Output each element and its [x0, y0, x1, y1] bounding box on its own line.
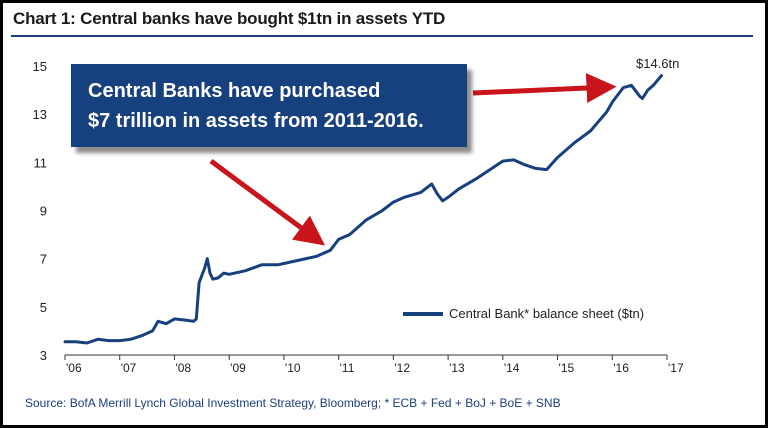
x-tick-label: '09	[230, 361, 246, 375]
chart-title: Chart 1: Central banks have bought $1tn …	[13, 9, 446, 28]
x-tick-label: '08	[175, 361, 191, 375]
line-chart: '06 '07 '08 '09 '10 '11 '12 '13 '14 '15 '16 '17 3 5 7 9…	[33, 56, 684, 375]
tick-labels: '06 '07 '08 '09 '10 '11 '12 '13 '14 '15 '16 '17 3 5 7 9…	[33, 59, 684, 375]
annotation-callout: Central Banks have purchased $7 trillion…	[71, 64, 467, 147]
legend: Central Bank* balance sheet ($tn)	[403, 306, 644, 321]
x-tick-label: '17	[668, 361, 684, 375]
axes	[64, 354, 668, 360]
arrow-to-2016	[472, 73, 617, 103]
x-tick-label: '06	[66, 361, 82, 375]
y-tick-label: 11	[34, 155, 48, 170]
callout-line-2: $7 trillion in assets from 2011-2016.	[88, 110, 424, 132]
x-tick-label: '07	[121, 361, 137, 375]
series-layer	[63, 74, 663, 345]
series-line	[63, 74, 663, 345]
y-tick-label: 5	[40, 300, 47, 315]
callout-line-1: Central Banks have purchased	[88, 80, 381, 102]
y-tick-label: 7	[40, 252, 47, 267]
legend-label: Central Bank* balance sheet ($tn)	[449, 306, 644, 321]
x-tick-label: '12	[394, 361, 410, 375]
arrow-to-2011	[209, 158, 326, 246]
x-tick-label: '16	[613, 361, 629, 375]
source-note: Source: BofA Merrill Lynch Global Invest…	[25, 396, 561, 410]
y-tick-label: 3	[40, 348, 47, 363]
x-tick-label: '13	[449, 361, 465, 375]
y-tick-label: 15	[33, 59, 47, 74]
x-tick-label: '11	[340, 361, 355, 375]
x-tick-label: '14	[504, 361, 520, 375]
title-rule	[11, 35, 753, 37]
annotation-arrows	[209, 73, 617, 246]
y-tick-label: 13	[33, 107, 47, 122]
x-tick-label: '15	[559, 361, 575, 375]
end-value-label: $14.6tn	[636, 56, 679, 71]
y-tick-label: 9	[40, 204, 47, 219]
x-tick-label: '10	[285, 361, 301, 375]
